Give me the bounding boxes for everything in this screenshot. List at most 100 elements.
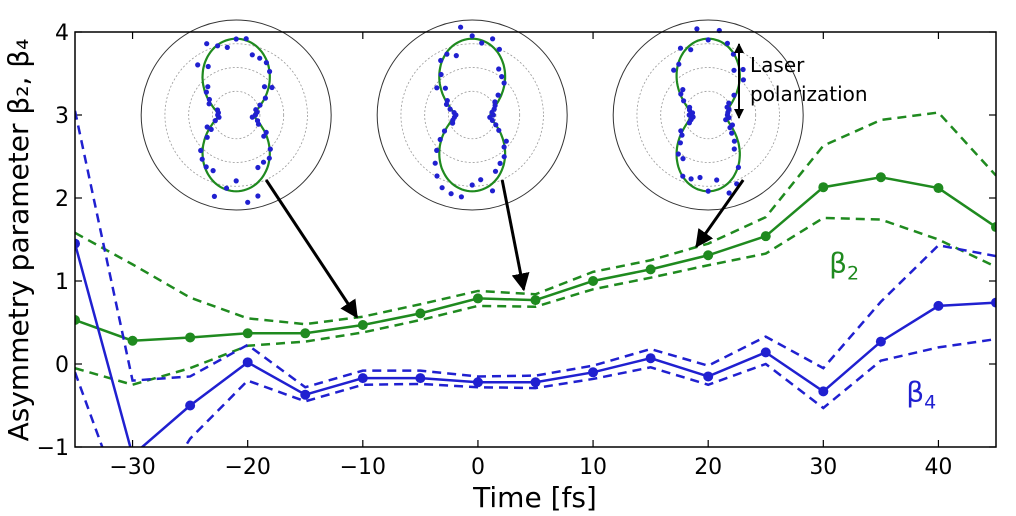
annotation-line-2: polarization (750, 82, 868, 106)
lower-bound-line (75, 216, 996, 387)
measured-point (723, 117, 729, 123)
data-point (185, 332, 196, 343)
measured-point (434, 173, 440, 179)
measured-point (261, 84, 268, 90)
polar-inset-3 (612, 19, 804, 211)
polar-grid-ring (684, 90, 733, 140)
measured-point (492, 168, 499, 174)
x-tick-label: 0 (471, 455, 485, 480)
series-label: β2 (829, 247, 859, 285)
polar-inset-2 (376, 19, 568, 211)
measured-point (198, 147, 204, 154)
measured-point (263, 60, 269, 66)
measured-point (214, 107, 221, 113)
y-tick-label: 3 (55, 104, 69, 129)
measured-point (489, 117, 495, 123)
data-point (357, 373, 368, 384)
measured-point (432, 160, 438, 166)
polar-grid-ring (212, 90, 261, 140)
series-label: β4 (906, 375, 936, 413)
data-point (703, 250, 714, 261)
measured-point (199, 156, 205, 162)
measured-point (705, 188, 711, 194)
y-tick-label: −1 (37, 436, 69, 461)
inset-pointer-arrow (264, 179, 359, 319)
annotation-line-1: Laser (750, 53, 805, 77)
measured-point (493, 122, 499, 128)
measured-point (694, 26, 700, 32)
fitted-distribution-curve (438, 37, 507, 193)
measured-point (255, 193, 261, 199)
data-point (760, 231, 771, 242)
measured-point (205, 63, 211, 70)
data-point (588, 367, 599, 378)
x-tick-label: −30 (109, 455, 155, 480)
measured-point (501, 144, 507, 150)
measured-point (215, 43, 221, 49)
data-point (472, 293, 483, 304)
measured-point (681, 98, 687, 104)
laser-polarization-annotation: Laser polarization (734, 43, 868, 119)
y-tick-label: 0 (55, 353, 69, 378)
measured-point (233, 36, 239, 42)
measured-point (263, 129, 269, 135)
measured-point (730, 51, 737, 57)
measured-point (451, 110, 457, 116)
measured-point (267, 68, 273, 75)
measured-point (458, 194, 464, 200)
measured-point (490, 36, 496, 42)
measured-point (261, 133, 267, 139)
measured-point (675, 151, 681, 157)
polar-grid-ring (424, 67, 521, 163)
inset-pointer-arrow (500, 179, 530, 292)
plot-frame (74, 31, 997, 448)
measured-point (204, 41, 210, 47)
data-point (127, 335, 138, 346)
series-layer (75, 110, 996, 447)
measured-point (697, 174, 703, 181)
measured-point (731, 92, 737, 98)
measured-point (503, 138, 509, 144)
measured-point (729, 130, 735, 136)
measured-point (212, 118, 218, 124)
data-point (991, 222, 996, 233)
measured-point (678, 128, 684, 134)
measured-point (233, 178, 239, 184)
measured-point (434, 147, 440, 153)
measured-point (489, 188, 496, 194)
measured-point (257, 102, 263, 108)
y-axis-label: Asymmetry parameter β₂, β₄ (2, 39, 35, 442)
data-point (645, 353, 656, 364)
measured-point (499, 74, 505, 80)
upper-bound-line (75, 110, 996, 389)
x-tick-label: 40 (924, 455, 952, 480)
measured-point (726, 100, 732, 106)
measured-point (501, 80, 507, 86)
measured-point (210, 168, 216, 174)
data-point (760, 347, 771, 358)
data-point (242, 357, 253, 368)
measured-point (680, 173, 686, 179)
measured-point (495, 92, 501, 98)
measured-point (469, 182, 475, 188)
measured-point (688, 176, 694, 182)
y-tick-label: 4 (55, 21, 69, 46)
inset-layer (140, 19, 804, 319)
data-point (530, 295, 541, 306)
measured-point (688, 47, 694, 53)
polar-outer-ring (140, 19, 332, 211)
measured-point (206, 96, 212, 103)
measured-point (204, 124, 210, 130)
data-point (703, 371, 714, 382)
data-point (185, 400, 196, 411)
y-tick-label: 1 (55, 270, 69, 295)
measured-point (735, 164, 742, 170)
data-point (588, 276, 599, 286)
data-point (645, 264, 656, 275)
measured-point (444, 51, 450, 57)
measured-point (255, 164, 261, 171)
polar-grid-ring (400, 43, 544, 187)
measured-point (441, 128, 448, 134)
measured-point (195, 62, 201, 68)
